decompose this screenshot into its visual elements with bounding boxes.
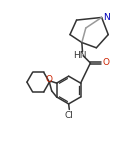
Text: N: N: [104, 13, 110, 22]
Text: HN: HN: [73, 51, 87, 60]
Text: O: O: [103, 58, 110, 67]
Text: O: O: [45, 75, 52, 84]
Text: Cl: Cl: [65, 111, 74, 120]
